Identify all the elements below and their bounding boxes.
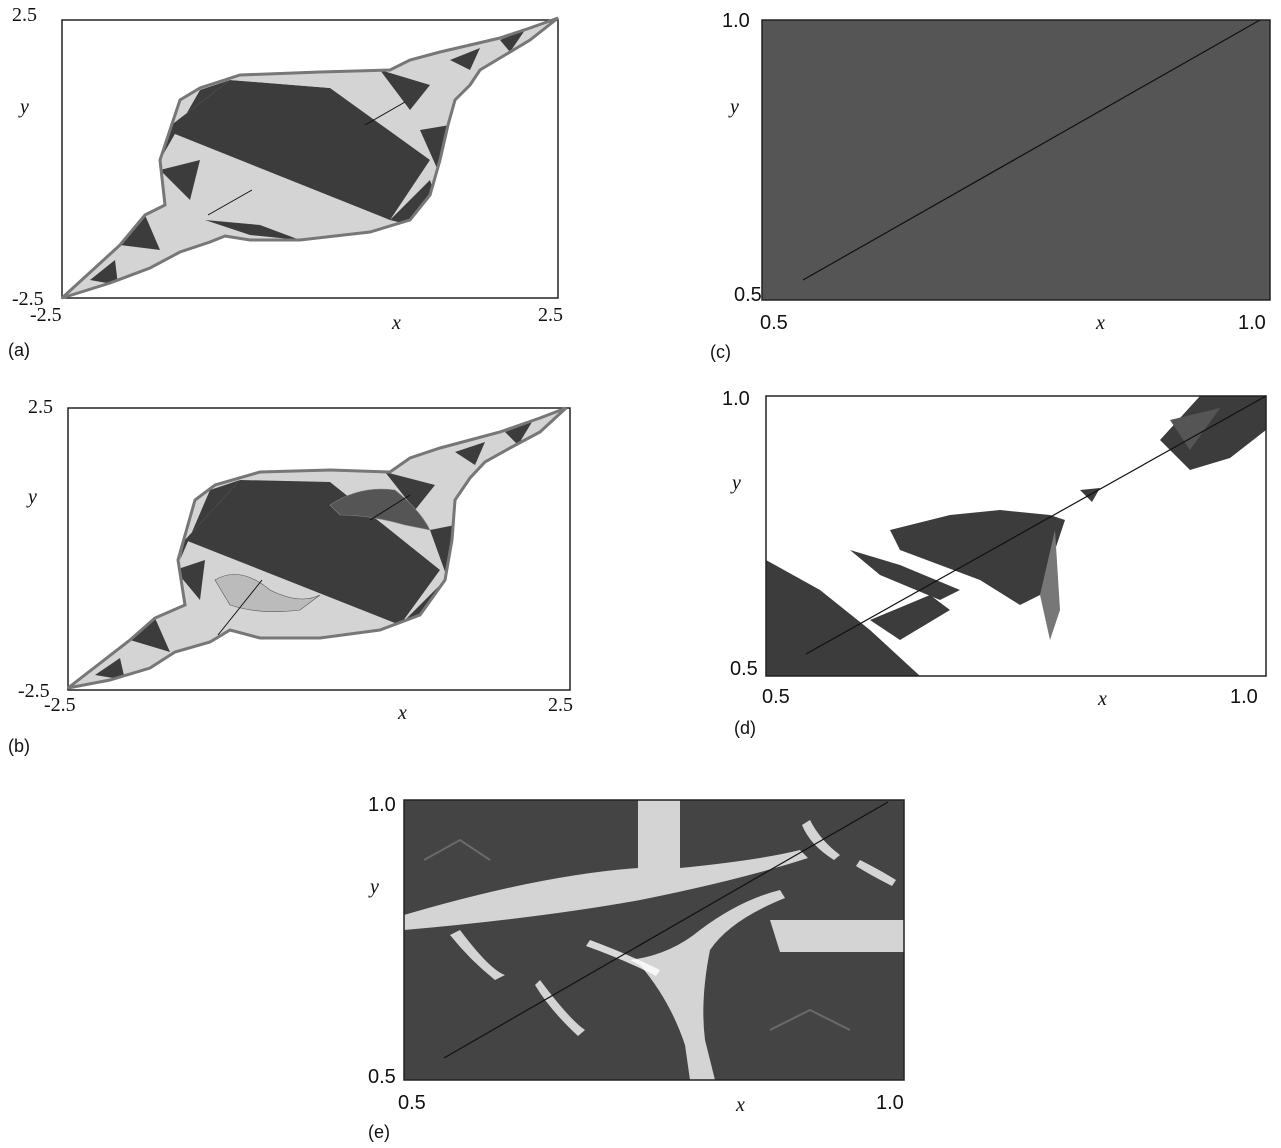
basin-boundary (67, 406, 568, 690)
x-tick-right: 1.0 (1230, 686, 1258, 708)
x-tick-left: 0.5 (760, 312, 788, 334)
y-tick-bottom: -2.5 (12, 288, 44, 310)
x-tick-left: -2.5 (44, 694, 76, 716)
y-axis-label: y (730, 96, 739, 118)
y-tick-bottom: 0.5 (734, 284, 762, 306)
x-axis-label: x (392, 312, 401, 334)
panel-label: (e) (368, 1122, 390, 1142)
plot-c (761, 19, 1271, 301)
plot-b (67, 406, 571, 691)
attractor-segment (207, 189, 253, 216)
plot-frame (765, 395, 1267, 677)
y-axis-label: y (370, 876, 379, 898)
y-tick-top: 2.5 (12, 4, 37, 26)
y-axis-label: y (732, 472, 741, 494)
diagonal-line (443, 801, 889, 1059)
attractor-segment (369, 494, 411, 521)
x-axis-label: x (1096, 312, 1105, 334)
plot-e (403, 799, 905, 1081)
x-tick-right: 1.0 (1238, 312, 1266, 334)
y-tick-top: 1.0 (722, 388, 750, 410)
y-tick-bottom: -2.5 (18, 680, 50, 702)
y-axis-label: y (28, 486, 37, 508)
attractor-segment (217, 579, 263, 636)
y-axis-label: y (20, 96, 29, 118)
panel-label: (b) (8, 736, 30, 756)
x-tick-left: -2.5 (30, 304, 62, 326)
diagonal-line (802, 19, 1261, 281)
basin-region (761, 19, 1271, 301)
basin-boundary (60, 16, 559, 300)
y-tick-top: 1.0 (368, 794, 396, 816)
x-axis-label: x (736, 1094, 745, 1116)
x-tick-right: 2.5 (548, 694, 573, 716)
y-tick-bottom: 0.5 (368, 1066, 396, 1088)
x-tick-right: 2.5 (538, 304, 563, 326)
y-tick-bottom: 0.5 (730, 658, 758, 680)
plot-frame (403, 799, 905, 1081)
panel-label: (d) (734, 718, 756, 738)
panel-a: 2.5 -2.5 -2.5 2.5 y x (a) (0, 0, 600, 370)
panel-e: 1.0 0.5 0.5 1.0 y x (e) (340, 780, 940, 1148)
panel-c: 1.0 0.5 0.5 1.0 y x (c) (700, 0, 1281, 370)
x-tick-left: 0.5 (762, 686, 790, 708)
x-tick-right: 1.0 (876, 1092, 904, 1114)
panel-label: (c) (710, 342, 731, 362)
x-tick-left: 0.5 (398, 1092, 426, 1114)
panel-b: 2.5 -2.5 -2.5 2.5 y x (b) (0, 390, 600, 760)
x-axis-label: x (398, 702, 407, 724)
y-tick-top: 2.5 (28, 396, 53, 418)
x-axis-label: x (1098, 688, 1107, 710)
attractor-segment (364, 101, 406, 126)
y-tick-top: 1.0 (722, 10, 750, 32)
plot-a (60, 16, 559, 300)
panel-label: (a) (8, 340, 30, 360)
panel-d: 1.0 0.5 0.5 1.0 y x (d) (700, 380, 1281, 750)
plot-d (765, 395, 1267, 677)
diagonal-line (805, 395, 1267, 655)
